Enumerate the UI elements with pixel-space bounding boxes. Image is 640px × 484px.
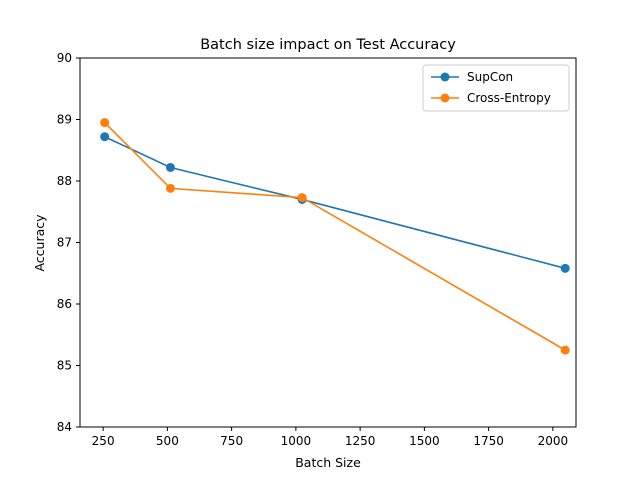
plot-area: 250 500 750 1000 1250 1500 1750 2000 84 85 86 87 88 8…: [57, 51, 577, 448]
x-axis-label: Batch Size: [295, 455, 361, 470]
data-point-supcon: [100, 132, 110, 142]
y-tick-label: 89: [57, 113, 72, 127]
chart-title: Batch size impact on Test Accuracy: [200, 37, 456, 53]
x-tick-label: 1250: [345, 434, 376, 448]
x-tick-label: 1500: [409, 434, 440, 448]
y-tick-label: 85: [57, 359, 72, 373]
x-tick-label: 2000: [538, 434, 569, 448]
y-tick-label: 87: [57, 236, 72, 250]
data-point-cross-entropy: [560, 345, 570, 355]
y-tick-label: 84: [57, 420, 72, 434]
x-tick-label: 1750: [473, 434, 504, 448]
legend-swatch-marker-cross-entropy: [440, 93, 450, 103]
x-tick-label: 500: [156, 434, 179, 448]
y-tick-label: 88: [57, 174, 72, 188]
series-line-supcon: [104, 135, 566, 270]
series-line-cross-entropy: [104, 122, 566, 351]
data-point-cross-entropy: [165, 183, 175, 193]
y-tick-label: 90: [57, 51, 72, 65]
x-tick-label: 750: [220, 434, 243, 448]
data-point-supcon: [560, 263, 570, 273]
legend-box: [422, 64, 570, 112]
y-tick-label: 86: [57, 297, 72, 311]
x-tick-label: 1000: [281, 434, 312, 448]
legend-label-cross-entropy: Cross-Entropy: [467, 91, 551, 105]
y-axis-label: Accuracy: [32, 214, 47, 272]
data-point-cross-entropy: [297, 193, 307, 203]
x-tick-label: 250: [92, 434, 115, 448]
legend-swatch-marker-supcon: [440, 72, 450, 82]
data-point-supcon: [165, 162, 175, 172]
data-point-cross-entropy: [100, 118, 110, 128]
legend-label-supcon: SupCon: [467, 70, 513, 84]
legend: SupCon Cross-Entropy: [422, 64, 570, 112]
